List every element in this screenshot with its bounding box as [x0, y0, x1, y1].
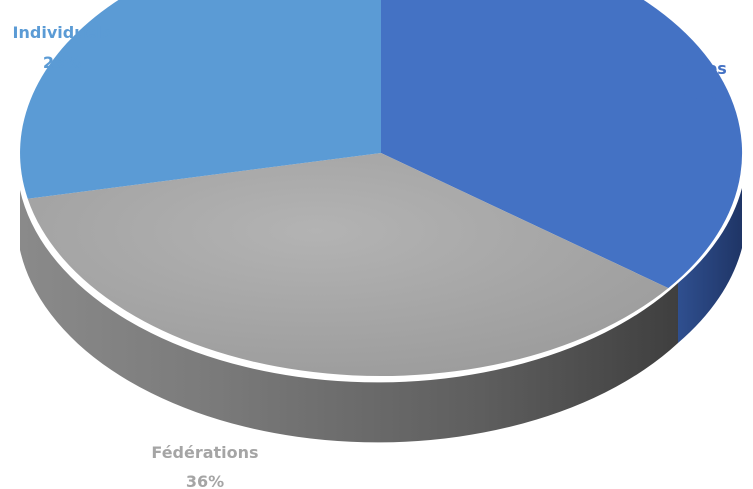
pie-side-federations	[20, 190, 678, 443]
label-clubs-value: 35%	[683, 89, 721, 108]
label-federations-category: Fédérations	[151, 443, 258, 462]
pie-slice-federations	[27, 153, 669, 377]
label-federations-value: 36%	[186, 472, 224, 489]
label-individuels-category: Individuels	[13, 23, 112, 42]
label-clubs-category: Clubs	[677, 59, 727, 78]
pie-slice-clubs	[381, 0, 743, 289]
pie-side-clubs	[678, 188, 742, 343]
pie-slice-individuels	[20, 0, 381, 199]
label-individuels-value: 28%	[43, 53, 81, 72]
